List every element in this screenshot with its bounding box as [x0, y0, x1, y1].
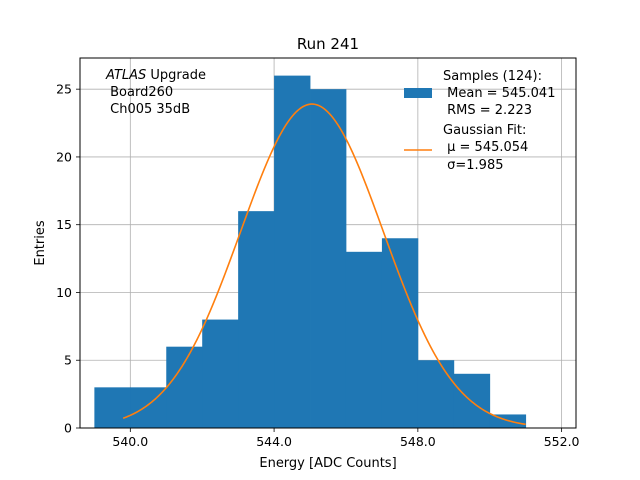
legend-fit-line3: σ=1.985 — [443, 158, 503, 173]
x-tick-label: 548.0 — [400, 434, 436, 449]
legend-fit-line2: μ = 545.054 — [443, 140, 528, 155]
histogram-bar — [310, 89, 347, 429]
legend-samples-swatch — [404, 88, 432, 98]
x-tick-label: 552.0 — [544, 434, 580, 449]
annotation-upgrade: Upgrade — [146, 68, 206, 83]
legend: Samples (124): Mean = 545.041 RMS = 2.22… — [404, 69, 555, 173]
histogram-bar — [94, 387, 131, 428]
histogram-bar — [166, 346, 203, 428]
svg-text:ATLAS Upgrade: ATLAS Upgrade — [105, 68, 206, 83]
histogram-bar — [417, 360, 455, 428]
annotation-text: ATLAS Upgrade Board260 Ch005 35dB — [105, 68, 206, 117]
plot-frame — [79, 57, 577, 429]
histogram-bar — [381, 238, 419, 428]
gaussian-fit-curve — [122, 103, 526, 426]
x-axis-label: Energy [ADC Counts] — [259, 456, 396, 471]
y-tick-label: 10 — [56, 285, 72, 300]
histogram-bar — [274, 75, 311, 428]
chart-title: Run 241 — [297, 35, 359, 53]
annotation-channel: Ch005 35dB — [106, 102, 190, 117]
annotation-board: Board260 — [106, 85, 173, 100]
legend-samples-line3: RMS = 2.223 — [443, 103, 532, 118]
y-tick-label: 0 — [64, 421, 72, 436]
y-tick-label: 25 — [56, 82, 72, 97]
y-tick-label: 20 — [56, 149, 72, 164]
x-tick-label: 544.0 — [256, 434, 292, 449]
histogram-bar — [202, 319, 239, 428]
legend-samples-line1: Samples (124): — [443, 69, 542, 84]
y-tick-label: 5 — [64, 353, 72, 368]
x-axis-ticks: 540.0 544.0 548.0 552.0 — [112, 428, 580, 449]
y-tick-label: 15 — [56, 217, 72, 232]
y-axis-ticks: 0 5 10 15 20 25 — [56, 82, 80, 436]
histogram-bar — [238, 211, 275, 428]
histogram-bar — [345, 251, 383, 428]
x-tick-label: 540.0 — [112, 434, 148, 449]
histogram-bars — [94, 75, 527, 429]
legend-fit-line1: Gaussian Fit: — [443, 123, 526, 138]
annotation-atlas: ATLAS — [105, 68, 146, 83]
legend-samples-line2: Mean = 545.041 — [443, 86, 555, 101]
y-axis-label: Entries — [33, 220, 48, 266]
